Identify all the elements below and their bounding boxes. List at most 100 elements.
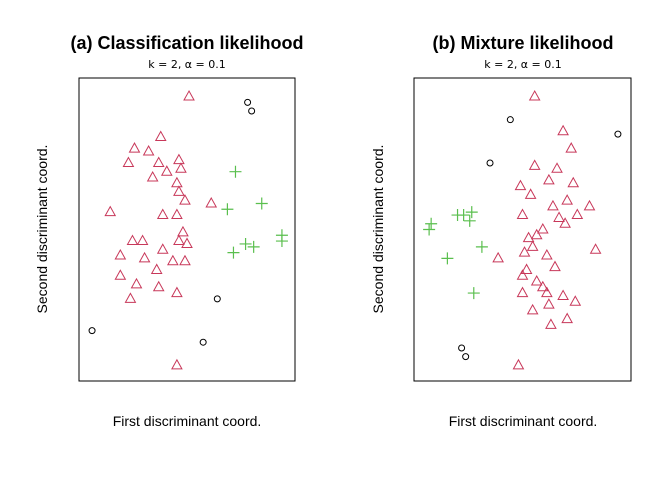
triangle-point <box>138 251 151 263</box>
circle-point <box>614 130 622 138</box>
triangle-point <box>156 243 169 254</box>
triangle-point <box>561 194 574 205</box>
triangle-point <box>543 298 555 309</box>
triangle-point <box>547 199 559 211</box>
triangle-point <box>114 248 127 260</box>
triangle-point <box>589 243 602 254</box>
triangle-point <box>512 358 525 370</box>
triangle-point <box>524 188 537 199</box>
triangle-point <box>179 194 191 205</box>
triangle-point <box>516 269 529 280</box>
panel-a-marks <box>88 90 288 370</box>
panel-a-plot-frame <box>78 77 296 382</box>
triangle-point <box>177 225 189 237</box>
triangle-point <box>173 185 185 196</box>
circle-point <box>213 295 221 303</box>
triangle-point <box>536 222 549 234</box>
panel-a: (a) Classification likelihood k = 2, α =… <box>34 33 304 429</box>
triangle-point <box>181 237 193 248</box>
panel-b-subtitle: k = 2, α = 0.1 <box>484 58 562 71</box>
triangle-point <box>171 286 183 298</box>
plus-point <box>255 197 268 210</box>
triangle-point <box>536 280 549 292</box>
circle-point <box>199 338 207 346</box>
triangle-point <box>557 289 569 300</box>
triangle-point <box>569 295 582 306</box>
triangle-point <box>152 280 165 292</box>
triangle-point <box>571 208 584 220</box>
triangle-point <box>528 90 541 101</box>
triangle-point <box>541 286 553 298</box>
triangle-point <box>175 162 187 173</box>
triangle-point <box>520 263 533 274</box>
plus-point <box>463 214 476 227</box>
triangle-point <box>150 263 163 274</box>
triangle-point <box>142 144 155 156</box>
triangle-point <box>516 208 529 220</box>
circle-point <box>248 107 256 115</box>
triangle-point <box>530 274 543 286</box>
circle-point <box>458 344 466 352</box>
triangle-point <box>559 217 571 228</box>
triangle-point <box>171 358 183 370</box>
panel-b-plot-frame <box>413 77 632 382</box>
plus-point <box>425 217 438 230</box>
plus-point <box>239 237 252 250</box>
plus-point <box>247 240 260 253</box>
triangle-point <box>553 211 565 222</box>
plus-point <box>475 240 488 253</box>
triangle-point <box>146 170 159 182</box>
panel-b-x-axis-label: First discriminant coord. <box>449 413 598 429</box>
plus-point <box>467 287 480 300</box>
triangle-point <box>126 234 139 246</box>
triangle-point <box>545 318 557 329</box>
triangle-point <box>171 208 183 220</box>
panel-a-title: (a) Classification likelihood <box>70 33 303 53</box>
circle-point <box>486 159 494 167</box>
triangle-point <box>154 130 167 142</box>
triangle-point <box>567 176 580 188</box>
triangle-point <box>173 234 185 246</box>
panel-a-x-axis-label: First discriminant coord. <box>113 413 262 429</box>
plus-point <box>457 209 470 222</box>
triangle-point <box>551 162 563 173</box>
plus-point <box>227 246 240 259</box>
panel-b-y-axis-label: Second discriminant coord. <box>370 145 386 314</box>
triangle-point <box>565 142 578 153</box>
triangle-point <box>167 254 179 266</box>
panel-a-subtitle: k = 2, α = 0.1 <box>148 58 226 71</box>
triangle-point <box>171 176 183 188</box>
triangle-point <box>205 196 218 208</box>
triangle-point <box>136 234 149 246</box>
plus-point <box>229 165 242 178</box>
triangle-point <box>557 124 569 136</box>
panel-b-title: (b) Mixture likelihood <box>432 33 613 53</box>
circle-point <box>462 353 470 361</box>
triangle-point <box>522 231 535 243</box>
triangle-point <box>516 286 529 298</box>
triangle-point <box>160 165 173 176</box>
triangle-point <box>526 240 539 251</box>
triangle-point <box>130 277 143 289</box>
plus-point <box>465 206 478 219</box>
triangle-point <box>543 173 555 185</box>
triangle-point <box>530 228 543 240</box>
plus-point <box>423 223 436 236</box>
panel-b: (b) Mixture likelihood k = 2, α = 0.1 Fi… <box>370 33 632 429</box>
triangle-point <box>541 248 553 260</box>
circle-point <box>244 98 252 106</box>
triangle-point <box>122 156 135 168</box>
triangle-point <box>114 269 127 280</box>
triangle-point <box>152 156 165 168</box>
triangle-point <box>492 251 504 263</box>
triangle-point <box>124 292 137 303</box>
triangle-point <box>104 205 117 217</box>
circle-point <box>506 116 514 124</box>
triangle-point <box>518 246 531 257</box>
triangle-point <box>156 208 169 220</box>
triangle-point <box>173 153 185 165</box>
circle-point <box>88 327 96 335</box>
triangle-point <box>549 260 561 272</box>
plus-point <box>441 252 454 265</box>
